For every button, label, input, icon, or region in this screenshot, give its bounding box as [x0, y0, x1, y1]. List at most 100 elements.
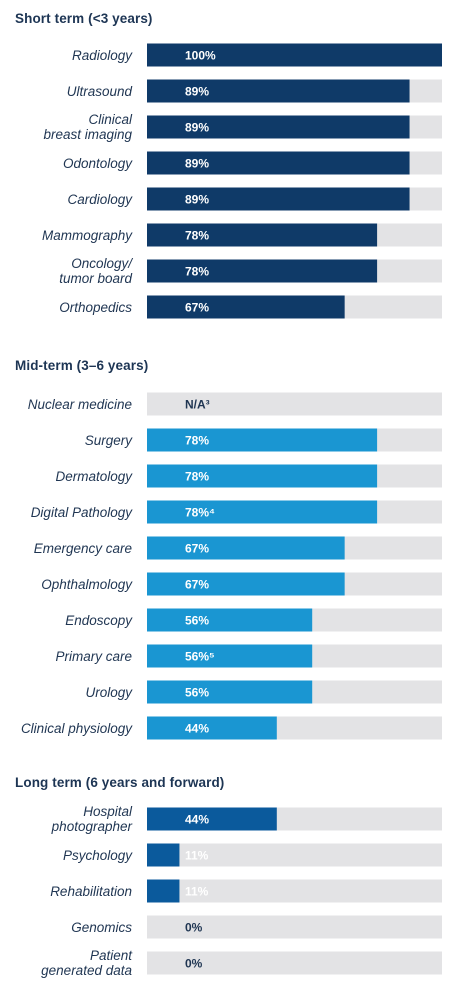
- category-label: Orthopedics: [59, 300, 132, 315]
- category-label: Psychology: [63, 848, 133, 863]
- bar-row: Emergency care 67%: [34, 536, 442, 560]
- value-label: 67%: [185, 542, 209, 556]
- category-label: Dermatology: [55, 469, 133, 484]
- chart-group-1: Short term (<3 years) Radiology 100% Ultras…: [15, 11, 442, 319]
- group-title: Mid-term (3–6 years): [15, 358, 148, 373]
- value-label: 78%⁴: [185, 506, 215, 520]
- bar-row: Primary care 56%⁵: [55, 644, 442, 668]
- category-label: Ultrasound: [67, 84, 133, 99]
- bar: [147, 295, 345, 319]
- bar: [147, 879, 180, 903]
- bar-row: Digital Pathology 78%⁴: [31, 500, 442, 524]
- value-label: 100%: [185, 49, 216, 63]
- category-label: Urology: [85, 685, 133, 700]
- bar-row: Urology 56%: [85, 680, 442, 704]
- bar: [147, 223, 378, 247]
- bar-track: [147, 392, 442, 416]
- category-label: Mammography: [42, 228, 133, 243]
- bar-row: Radiology 100%: [72, 43, 442, 67]
- bar: [147, 79, 410, 103]
- category-label: Rehabilitation: [50, 884, 132, 899]
- bar: [147, 259, 378, 283]
- bar-row: Ophthalmology 67%: [41, 572, 442, 596]
- value-label: 89%: [185, 85, 209, 99]
- bar: [147, 716, 277, 740]
- bar: [147, 115, 410, 139]
- bar-row: Genomics 0%: [71, 915, 442, 939]
- value-label: 89%: [185, 157, 209, 171]
- value-label: 89%: [185, 121, 209, 135]
- category-label: Digital Pathology: [31, 505, 134, 520]
- value-label: 78%: [185, 265, 209, 279]
- bar-track: [147, 843, 442, 867]
- value-label: 78%: [185, 229, 209, 243]
- bar-row: Cardiology 89%: [67, 187, 442, 211]
- bar-track: [147, 951, 442, 975]
- chart-group-2: Mid-term (3–6 years) Nuclear medicine N/A³…: [15, 358, 442, 740]
- bar-row: Clinical physiology 44%: [21, 716, 442, 740]
- bar: [147, 151, 410, 175]
- bar-row: Dermatology 78%: [55, 464, 442, 488]
- value-label: 56%⁵: [185, 650, 215, 664]
- bar: [147, 187, 410, 211]
- value-label: 11%: [185, 849, 209, 863]
- category-label: Genomics: [71, 920, 132, 935]
- bar: [147, 536, 345, 560]
- bar-row: Patient generated data 0%: [41, 948, 442, 978]
- category-label: Surgery: [85, 433, 134, 448]
- bar: [147, 500, 378, 524]
- category-label: Hospital photographer: [51, 804, 133, 834]
- value-label: 67%: [185, 578, 209, 592]
- value-label: 56%: [185, 614, 209, 628]
- bar-row: Nuclear medicine N/A³: [28, 392, 442, 416]
- bar-row: Orthopedics 67%: [59, 295, 442, 319]
- category-label: Radiology: [72, 48, 133, 63]
- value-label: 67%: [185, 301, 209, 315]
- bar-row: Oncology/tumor board 78%: [59, 256, 442, 286]
- group-title: Long term (6 years and forward): [15, 775, 224, 790]
- bar-row: Surgery 78%: [85, 428, 442, 452]
- bar: [147, 428, 378, 452]
- bar: [147, 608, 313, 632]
- bar: [147, 807, 277, 831]
- bar-row: Rehabilitation 11%: [50, 879, 442, 903]
- category-label: Clinical physiology: [21, 721, 133, 736]
- group-title: Short term (<3 years): [15, 11, 153, 26]
- bar-row: Odontology 89%: [63, 151, 442, 175]
- bar-track: [147, 879, 442, 903]
- bar-track: [147, 915, 442, 939]
- value-label: 44%: [185, 722, 209, 736]
- bar: [147, 572, 345, 596]
- bar: [147, 680, 313, 704]
- bar: [147, 43, 442, 67]
- bar-row: Mammography 78%: [42, 223, 442, 247]
- value-label: 78%: [185, 434, 209, 448]
- category-label: Cardiology: [67, 192, 133, 207]
- category-label: Oncology/tumor board: [59, 256, 133, 286]
- bar-row: Endoscopy 56%: [65, 608, 442, 632]
- category-label: Emergency care: [34, 541, 132, 556]
- category-label: Nuclear medicine: [28, 397, 132, 412]
- category-label: Clinical breast imaging: [43, 112, 133, 142]
- value-label: 89%: [185, 193, 209, 207]
- bar-row: Psychology 11%: [63, 843, 442, 867]
- category-label: Patient generated data: [41, 948, 133, 978]
- category-label: Odontology: [63, 156, 133, 171]
- chart-group-3: Long term (6 years and forward) Hospital p…: [15, 775, 442, 978]
- bar-row: Hospital photographer 44%: [51, 804, 442, 834]
- value-label: 11%: [185, 885, 209, 899]
- category-label: Ophthalmology: [41, 577, 133, 592]
- value-label: 0%: [185, 957, 203, 971]
- value-label: 44%: [185, 813, 209, 827]
- bar: [147, 843, 180, 867]
- bar: [147, 464, 378, 488]
- value-label: N/A³: [185, 398, 210, 412]
- bar: [147, 644, 313, 668]
- category-label: Endoscopy: [65, 613, 133, 628]
- value-label: 78%: [185, 470, 209, 484]
- category-label: Primary care: [55, 649, 132, 664]
- bar-row: Clinical breast imaging 89%: [43, 112, 442, 142]
- value-label: 0%: [185, 921, 203, 935]
